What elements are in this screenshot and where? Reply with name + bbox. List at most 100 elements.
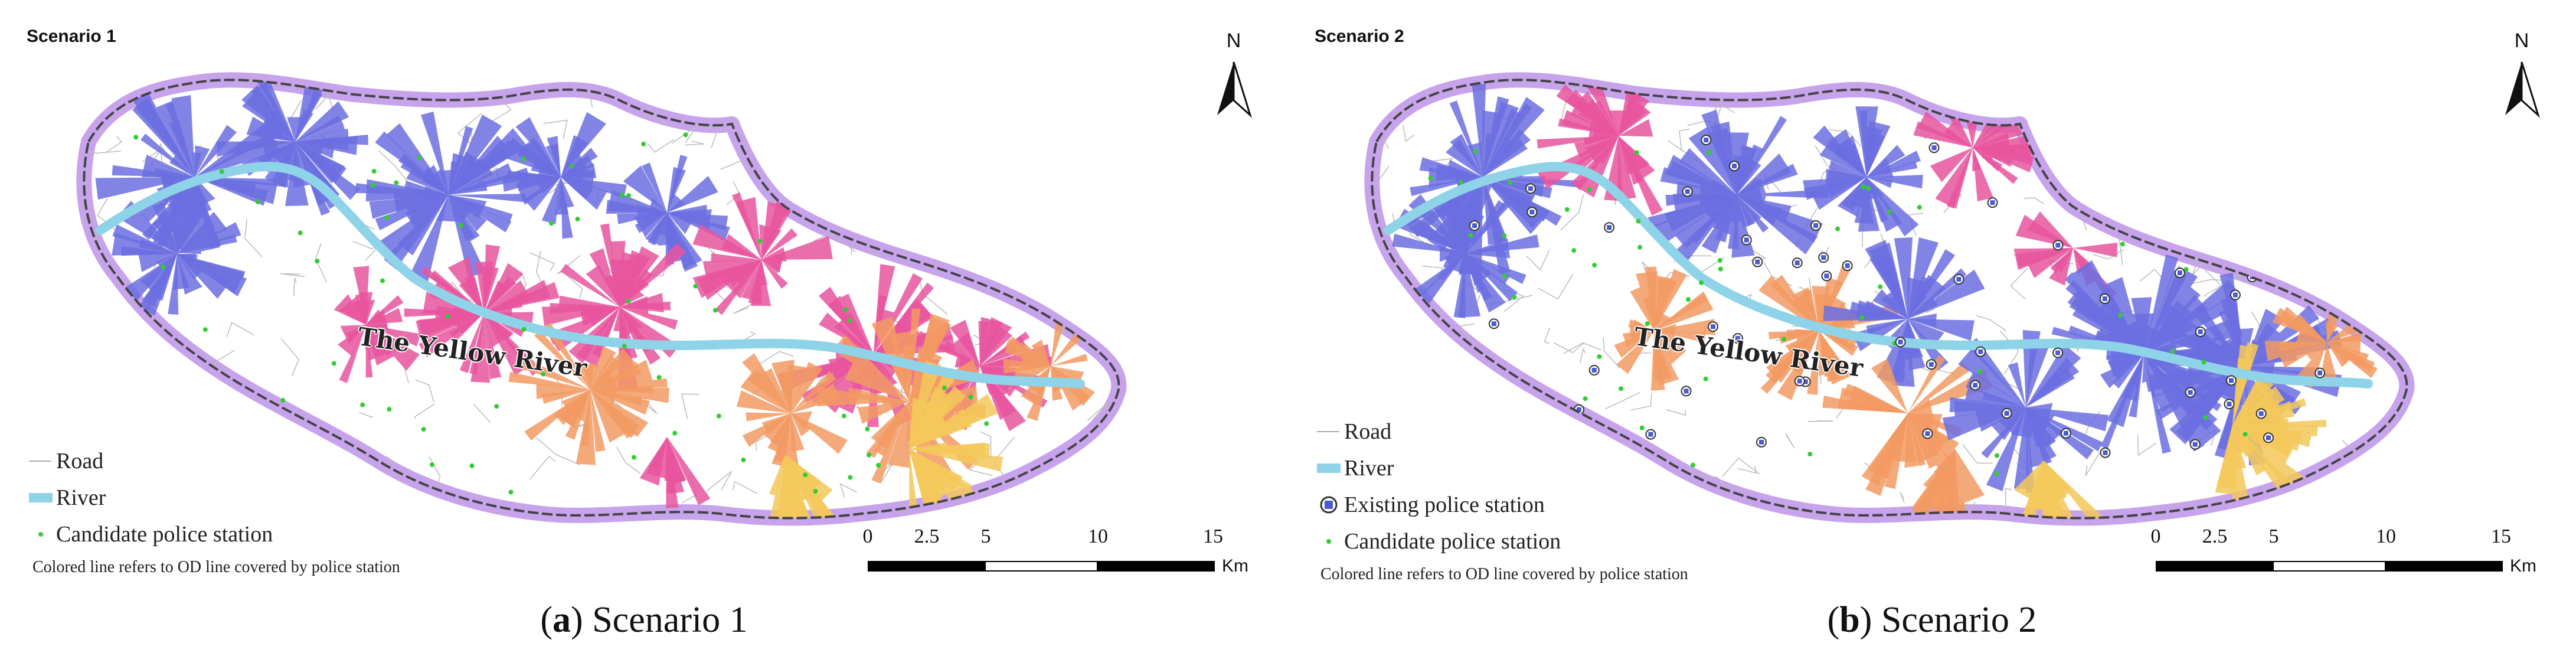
panel-scenario-2: Scenario 2 The Yellow River N Road River… (1288, 0, 2576, 666)
candidate-station (1718, 266, 1723, 272)
candidate-station (331, 361, 336, 366)
existing-station (2099, 293, 2110, 305)
existing-station (1953, 274, 1964, 285)
existing-station (2315, 367, 2326, 378)
candidate-station (298, 230, 303, 236)
map-scenario-1 (76, 72, 1127, 526)
candidate-station (2369, 462, 2374, 468)
candidate-station (133, 135, 139, 140)
candidate-station (1645, 321, 1650, 327)
existing-station (1818, 252, 1829, 263)
candidate-station (280, 398, 286, 403)
legend-note: Colored line refers to OD line covered b… (32, 558, 400, 576)
candidate-station (1703, 376, 1708, 381)
existing-station (1525, 183, 1536, 194)
existing-station (2230, 289, 2241, 301)
candidate-station (631, 455, 636, 460)
panel-title: Scenario 1 (27, 27, 116, 46)
candidate-station (757, 239, 763, 244)
existing-station (2263, 432, 2274, 443)
existing-station (1469, 220, 1480, 231)
candidate-station (1459, 180, 1464, 185)
candidate-station (421, 427, 426, 432)
existing-station (2052, 240, 2064, 251)
existing-station (1895, 337, 1906, 348)
candidate-station (1699, 280, 1704, 285)
scale-tick: 2.5 (914, 525, 940, 547)
candidate-station (1691, 462, 1696, 468)
scale-tick: 0 (2150, 525, 2161, 547)
candidate-station (521, 327, 527, 332)
existing-station (2001, 408, 2012, 419)
candidate-station (2303, 155, 2309, 161)
candidate-station (672, 430, 678, 436)
existing-station (1842, 260, 1853, 272)
legend-item-candidate: Candidate police station (27, 516, 400, 553)
existing-station (1987, 197, 1998, 208)
legend-item-river: River (1315, 450, 1688, 487)
existing-station (1729, 161, 1740, 172)
candidate-station (1583, 396, 1588, 401)
candidate-station (429, 462, 434, 468)
legend-item-candidate: Candidate police station (1315, 523, 1688, 560)
existing-station (2300, 166, 2312, 178)
candidate-station (968, 394, 973, 400)
candidate-station (867, 452, 872, 458)
candidate-station (1446, 349, 1452, 354)
candidate-station (384, 215, 390, 220)
coverage-layer (1372, 80, 2407, 518)
candidate-station (2203, 414, 2208, 420)
legend-note: Colored line refers to OD line covered b… (1320, 565, 1688, 583)
scale-tick: 2.5 (2202, 525, 2228, 547)
existing-station (1732, 333, 1743, 344)
candidate-station (942, 385, 947, 390)
candidate-station (2185, 207, 2190, 213)
candidate-station (865, 426, 870, 432)
candidate-station (620, 192, 625, 197)
existing-station (1794, 376, 1805, 387)
panel-scenario-1: Scenario 1 The Yellow River N Road River… (27, 27, 1257, 640)
candidate-station (469, 463, 475, 468)
candidate-station (1807, 452, 1813, 457)
candidate-station (494, 404, 499, 409)
existing-station (2296, 269, 2307, 280)
map-scenario-2 (1364, 72, 2415, 526)
candidate-station (1571, 248, 1577, 253)
candidate-station (1685, 297, 1691, 302)
candidate-station (1636, 218, 1641, 224)
candidate-station (1426, 388, 1431, 393)
candidate-station (2311, 182, 2316, 188)
candidate-station (1064, 264, 1069, 269)
candidate-station (1597, 354, 1602, 359)
existing-station (1810, 220, 1822, 231)
candidate-station (826, 187, 832, 192)
scale-tick: 5 (980, 525, 991, 547)
candidate-station (693, 283, 698, 289)
candidate-station (371, 168, 377, 174)
north-arrow-icon: N (1210, 30, 1257, 124)
existing-station (1526, 207, 1538, 218)
candidate-station (1502, 273, 1507, 279)
figure-caption: (a) Scenario 1 (540, 600, 748, 640)
existing-station (2060, 427, 2071, 439)
candidate-station (380, 278, 385, 283)
candidate-station (549, 221, 554, 226)
candidate-station (255, 199, 260, 204)
candidate-station (656, 375, 662, 380)
scale-unit: Km (2510, 556, 2536, 576)
existing-station (2255, 408, 2267, 419)
existing-station (1588, 364, 1600, 376)
candidate-station (219, 169, 224, 174)
candidate-station (1468, 233, 1473, 238)
candidate-station (1634, 150, 1639, 155)
candidate-station (1587, 187, 1592, 192)
existing-station (2174, 267, 2185, 279)
scale-tick: 15 (1203, 525, 1223, 547)
candidate-station (626, 193, 631, 198)
scale-unit: Km (1222, 556, 1248, 576)
candidate-station (848, 475, 853, 480)
existing-station (2100, 447, 2111, 458)
candidate-station (458, 223, 463, 228)
study-area-boundary (1371, 79, 2408, 520)
figure-caption: (b) Scenario 2 (1827, 600, 2037, 640)
